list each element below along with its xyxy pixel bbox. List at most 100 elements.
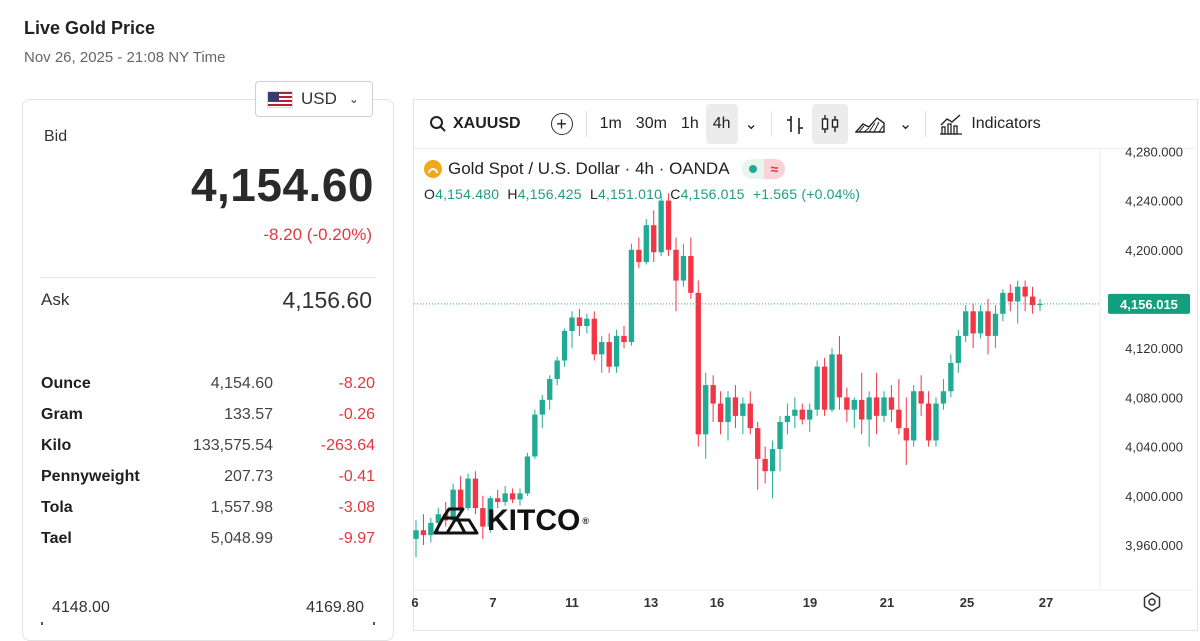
candle [792, 397, 798, 429]
toolbar-separator [770, 111, 772, 137]
candle [948, 354, 954, 398]
candle [1037, 299, 1043, 312]
candle [955, 329, 961, 373]
settings-icon[interactable] [1142, 592, 1162, 612]
candle [710, 375, 716, 422]
candle [963, 305, 969, 343]
candle [925, 391, 932, 447]
candle [814, 360, 820, 416]
unit-name: Pennyweight [41, 467, 140, 485]
toolbar-separator [585, 111, 587, 137]
x-tick-label: 16 [710, 595, 724, 610]
area-chart-type-button[interactable] [848, 104, 892, 144]
unit-value: 1,557.98 [210, 498, 273, 516]
candle [777, 415, 783, 472]
change-value: +1.565 (+0.04%) [752, 186, 861, 202]
candle [472, 471, 479, 515]
candle [784, 403, 791, 435]
candle [1007, 284, 1013, 312]
unit-change: -9.97 [338, 529, 375, 547]
unit-row: Kilo 133,575.54 -263.64 [41, 430, 375, 461]
candle [651, 210, 657, 263]
watermark-text: KITCO [487, 504, 581, 537]
candle [532, 409, 538, 459]
currency-label: USD [301, 89, 337, 108]
search-icon [430, 116, 446, 132]
bars-icon [786, 116, 803, 134]
candle [970, 303, 976, 349]
market-status-badge[interactable]: ≈ [741, 159, 786, 179]
candle [428, 517, 434, 543]
candle [873, 372, 880, 435]
unit-change: -3.08 [338, 498, 375, 516]
bid-label: Bid [44, 128, 68, 145]
indicators-icon [940, 114, 963, 135]
candle [821, 358, 828, 416]
candle [517, 488, 523, 506]
candles-icon [821, 115, 839, 133]
currency-select[interactable]: USD ⌄ [255, 81, 373, 117]
candle [606, 333, 612, 373]
compare-button[interactable]: + [544, 104, 580, 144]
candle [717, 391, 724, 435]
interval-1h[interactable]: 1h [680, 115, 699, 132]
interval-1m[interactable]: 1m [599, 115, 622, 132]
candle [621, 326, 627, 349]
gold-bars-logo-icon [433, 507, 479, 535]
plus-icon: + [550, 113, 573, 135]
indicators-button[interactable]: Indicators [932, 104, 1047, 144]
area-chart-icon [854, 117, 885, 133]
price-change: -8.20 (-0.20%) [263, 225, 372, 244]
close-label: C [670, 186, 681, 202]
bar-chart-type-button[interactable] [778, 104, 812, 144]
high-label: H [507, 186, 518, 202]
range-low: 4148.00 [52, 599, 110, 616]
y-tick-label: 3,960.000 [1125, 538, 1183, 553]
candle [903, 397, 909, 466]
unit-value: 4,154.60 [210, 374, 273, 392]
timestamp: Nov 26, 2025 - 21:08 NY Time [24, 49, 226, 66]
candle [836, 335, 843, 410]
candle [569, 311, 575, 349]
candle [584, 313, 590, 334]
symbol-search[interactable]: XAUUSD [422, 104, 528, 144]
candle [896, 378, 902, 435]
close-value: 4,156.015 [680, 186, 745, 202]
candle [673, 237, 679, 312]
unit-row: Tola 1,557.98 -3.08 [41, 492, 375, 523]
y-tick-label: 4,040.000 [1125, 440, 1183, 455]
chart-type-dropdown[interactable]: ⌄ [892, 104, 919, 144]
bid-price: 4,154.60 [190, 159, 374, 211]
candle [591, 311, 597, 361]
candle [740, 397, 746, 435]
candle [911, 385, 917, 447]
candle [465, 473, 471, 511]
time-axis: 6 7 11 13 16 19 21 25 27 [411, 595, 1053, 610]
candle [413, 520, 419, 558]
candle [695, 280, 701, 447]
candle [1022, 280, 1028, 312]
y-tick-label: 4,200.000 [1125, 243, 1183, 258]
unit-change: -0.26 [338, 405, 375, 423]
price-chart[interactable]: 3,960.000 4,000.000 4,040.000 4,080.000 4,12… [0, 0, 1200, 625]
wave-icon: ≈ [763, 159, 786, 179]
candle [1015, 280, 1021, 324]
interval-dropdown[interactable]: ⌄ [738, 104, 765, 144]
ask-price: 4,156.60 [282, 287, 372, 313]
candle [888, 385, 895, 422]
y-tick-label: 4,000.000 [1125, 489, 1183, 504]
interval-30m[interactable]: 30m [635, 115, 667, 132]
us-flag-icon [267, 90, 293, 108]
candle [539, 394, 545, 429]
candle [747, 391, 753, 435]
chevron-down-icon: ⌄ [898, 116, 913, 133]
candles-chart-type-button[interactable] [811, 104, 848, 144]
candle [992, 305, 999, 349]
price-axis: 3,960.000 4,000.000 4,040.000 4,080.000 4,12… [414, 144, 1190, 553]
low-label: L [589, 186, 598, 202]
interval-4h[interactable]: 4h [705, 104, 738, 144]
candle [495, 489, 501, 509]
candle [769, 440, 776, 499]
unit-name: Kilo [41, 436, 72, 454]
unit-name: Tola [41, 498, 73, 516]
